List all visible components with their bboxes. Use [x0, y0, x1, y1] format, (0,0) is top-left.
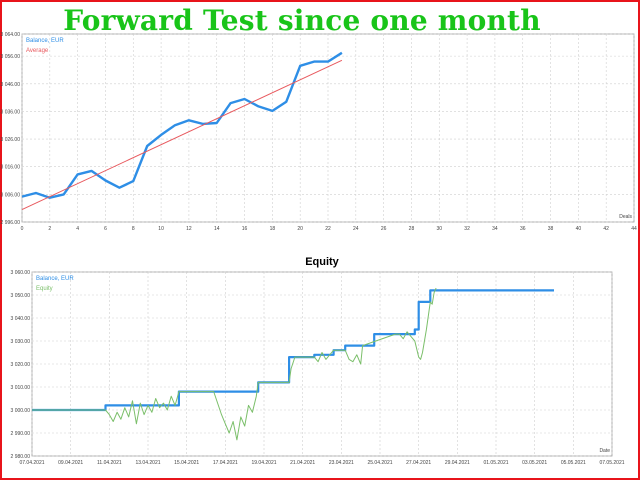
x-tick-label: 0 [21, 226, 24, 232]
y-tick-label: 3 064.00 [1, 32, 21, 38]
y-tick-label: 3 020.00 [11, 362, 31, 368]
x-tick-label: 42 [603, 226, 609, 232]
x-tick-label: 4 [76, 226, 79, 232]
legend-entry: Average [26, 48, 49, 54]
series-line-equity [32, 287, 437, 441]
x-tick-label: 18 [270, 226, 276, 232]
x-tick-label: 24 [353, 226, 359, 232]
x-tick-label: 03.05.2021 [522, 460, 547, 466]
y-tick-label: 3 000.00 [11, 408, 31, 414]
y-tick-label: 2 990.00 [11, 431, 31, 437]
legend-entry: Balance, EUR [26, 38, 64, 44]
x-tick-label: 07.04.2021 [19, 460, 44, 466]
x-tick-label: 44 [631, 226, 637, 232]
y-tick-label: 3 056.00 [1, 54, 21, 60]
x-tick-label: 14 [214, 226, 220, 232]
x-tick-label: 12 [186, 226, 192, 232]
x-tick-label: 22 [325, 226, 331, 232]
y-tick-label: 3 030.00 [11, 339, 31, 345]
x-axis-label: Deals [619, 214, 632, 220]
x-tick-label: 8 [132, 226, 135, 232]
x-tick-label: 01.05.2021 [483, 460, 508, 466]
legend-entry: Equity [36, 286, 53, 292]
y-tick-label: 3 026.00 [1, 137, 21, 143]
y-tick-label: 3 040.00 [11, 316, 31, 322]
banner-title: Forward Test since one month [63, 4, 541, 37]
x-tick-label: 05.05.2021 [561, 460, 586, 466]
x-tick-label: 27.04.2021 [406, 460, 431, 466]
x-tick-label: 26 [381, 226, 387, 232]
y-tick-label: 3 016.00 [1, 165, 21, 171]
x-tick-label: 29.04.2021 [445, 460, 470, 466]
x-tick-label: 30 [436, 226, 442, 232]
x-tick-label: 40 [576, 226, 582, 232]
x-tick-label: 17.04.2021 [213, 460, 238, 466]
x-tick-label: 13.04.2021 [135, 460, 160, 466]
x-tick-label: 07.05.2021 [599, 460, 624, 466]
x-tick-label: 34 [492, 226, 498, 232]
series-line-balance-eur [21, 51, 343, 199]
x-tick-label: 15.04.2021 [174, 460, 199, 466]
x-tick-label: 20 [297, 226, 303, 232]
x-tick-label: 09.04.2021 [58, 460, 83, 466]
x-tick-label: 21.04.2021 [290, 460, 315, 466]
series-line-average [21, 59, 343, 211]
x-axis-label: Date [599, 448, 610, 454]
x-tick-label: 38 [548, 226, 554, 232]
x-tick-label: 19.04.2021 [251, 460, 276, 466]
y-tick-label: 3 046.00 [1, 82, 21, 88]
y-tick-label: 3 036.00 [1, 109, 21, 115]
x-tick-label: 32 [464, 226, 470, 232]
y-tick-label: 2 980.00 [11, 454, 31, 460]
x-tick-label: 10 [158, 226, 164, 232]
x-tick-label: 23.04.2021 [329, 460, 354, 466]
legend-entry: Balance, EUR [36, 276, 74, 282]
x-tick-label: 11.04.2021 [97, 460, 122, 466]
y-tick-label: 3 060.00 [11, 270, 31, 276]
x-tick-label: 6 [104, 226, 107, 232]
x-tick-label: 36 [520, 226, 526, 232]
x-tick-label: 25.04.2021 [367, 460, 392, 466]
equity-chart-title: Equity [305, 256, 339, 268]
x-tick-label: 2 [48, 226, 51, 232]
y-tick-label: 2 996.00 [1, 220, 21, 226]
x-tick-label: 16 [242, 226, 248, 232]
y-tick-label: 3 006.00 [1, 192, 21, 198]
y-tick-label: 3 010.00 [11, 385, 31, 391]
x-tick-label: 28 [409, 226, 415, 232]
y-tick-label: 3 050.00 [11, 293, 31, 299]
